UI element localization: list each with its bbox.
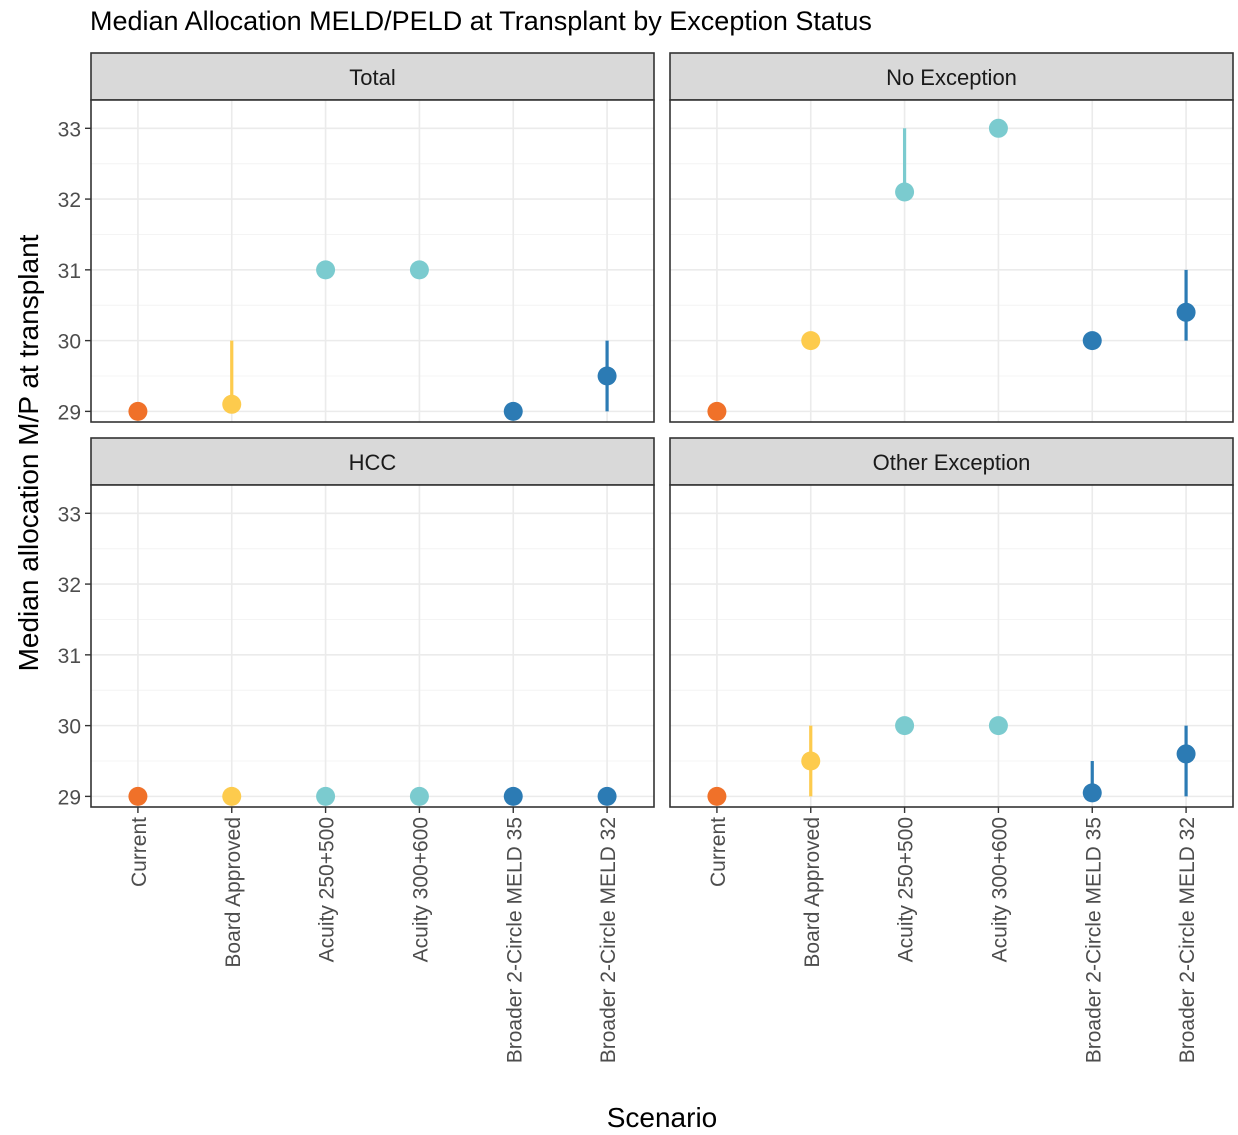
facet-label: HCC bbox=[349, 450, 397, 475]
x-tick-label: Acuity 250+500 bbox=[316, 817, 339, 962]
x-axis-title: Scenario bbox=[607, 1102, 718, 1133]
median-point bbox=[316, 786, 336, 806]
x-tick-label: Acuity 250+500 bbox=[895, 817, 918, 962]
panel-other-exception: Other Exception Current Board Approved Acui… bbox=[669, 437, 1234, 1063]
y-tick-label: 29 bbox=[58, 786, 81, 809]
y-tick-label: 32 bbox=[58, 574, 81, 597]
median-point bbox=[1176, 302, 1196, 322]
plot-layer: Total 29 30 31 32 33 No Exception HCC 29 30 31 32 33… bbox=[58, 52, 1234, 1063]
facet-strip bbox=[90, 437, 655, 486]
median-point bbox=[1082, 783, 1102, 803]
y-tick-label: 30 bbox=[58, 716, 81, 739]
median-point bbox=[409, 260, 429, 280]
panel-hcc: HCC 29 30 31 32 33 Current Board Approved Acuity… bbox=[58, 437, 655, 1063]
panel-background bbox=[670, 485, 1233, 807]
y-tick-label: 32 bbox=[58, 189, 81, 212]
median-point bbox=[222, 394, 242, 414]
x-tick-label: Broader 2-Circle MELD 35 bbox=[503, 817, 526, 1063]
median-point bbox=[222, 786, 242, 806]
median-point bbox=[503, 786, 523, 806]
panel-background bbox=[670, 100, 1233, 422]
y-tick-label: 33 bbox=[58, 503, 81, 526]
median-point bbox=[128, 786, 148, 806]
y-tick-label: 30 bbox=[58, 331, 81, 354]
panel-border bbox=[90, 99, 655, 423]
median-point bbox=[1176, 744, 1196, 764]
facet-strip bbox=[669, 437, 1234, 486]
median-point bbox=[409, 786, 429, 806]
x-tick-label: Acuity 300+600 bbox=[409, 817, 432, 962]
median-point bbox=[801, 331, 821, 351]
median-point bbox=[988, 716, 1008, 736]
panel-border bbox=[669, 484, 1234, 808]
panel-total: Total 29 30 31 32 33 bbox=[58, 52, 655, 424]
y-axis-title: Median allocation M/P at transplant bbox=[13, 234, 44, 671]
median-point bbox=[597, 786, 617, 806]
median-point bbox=[801, 751, 821, 771]
x-tick-label: Board Approved bbox=[222, 817, 245, 968]
panel-border bbox=[90, 484, 655, 808]
median-point bbox=[707, 786, 727, 806]
facet-strip bbox=[669, 52, 1234, 101]
x-tick-label: Broader 2-Circle MELD 32 bbox=[1176, 817, 1199, 1063]
median-point bbox=[988, 118, 1008, 138]
x-tick-label: Broader 2-Circle MELD 32 bbox=[597, 817, 620, 1063]
panel-background bbox=[91, 485, 654, 807]
chart-title: Median Allocation MELD/PELD at Transplan… bbox=[90, 6, 872, 36]
median-point bbox=[128, 401, 148, 421]
median-point bbox=[1082, 331, 1102, 351]
panel-background bbox=[91, 100, 654, 422]
median-point bbox=[895, 716, 915, 736]
y-tick-label: 31 bbox=[58, 645, 81, 668]
facet-label: No Exception bbox=[886, 65, 1017, 90]
median-point bbox=[503, 401, 523, 421]
facet-label: Total bbox=[349, 65, 395, 90]
x-tick-label: Current bbox=[707, 817, 730, 887]
facet-strip bbox=[90, 52, 655, 101]
y-tick-label: 33 bbox=[58, 118, 81, 141]
panel-no-exception: No Exception bbox=[669, 52, 1234, 423]
x-tick-label: Current bbox=[128, 817, 151, 887]
x-tick-label: Broader 2-Circle MELD 35 bbox=[1082, 817, 1105, 1063]
median-point bbox=[895, 182, 915, 202]
median-point bbox=[707, 401, 727, 421]
median-point bbox=[597, 366, 617, 386]
x-tick-label: Board Approved bbox=[801, 817, 824, 968]
panel-border bbox=[669, 99, 1234, 423]
x-tick-label: Acuity 300+600 bbox=[988, 817, 1011, 962]
y-tick-label: 31 bbox=[58, 260, 81, 283]
median-point bbox=[316, 260, 336, 280]
y-tick-label: 29 bbox=[58, 401, 81, 424]
facet-label: Other Exception bbox=[873, 450, 1031, 475]
